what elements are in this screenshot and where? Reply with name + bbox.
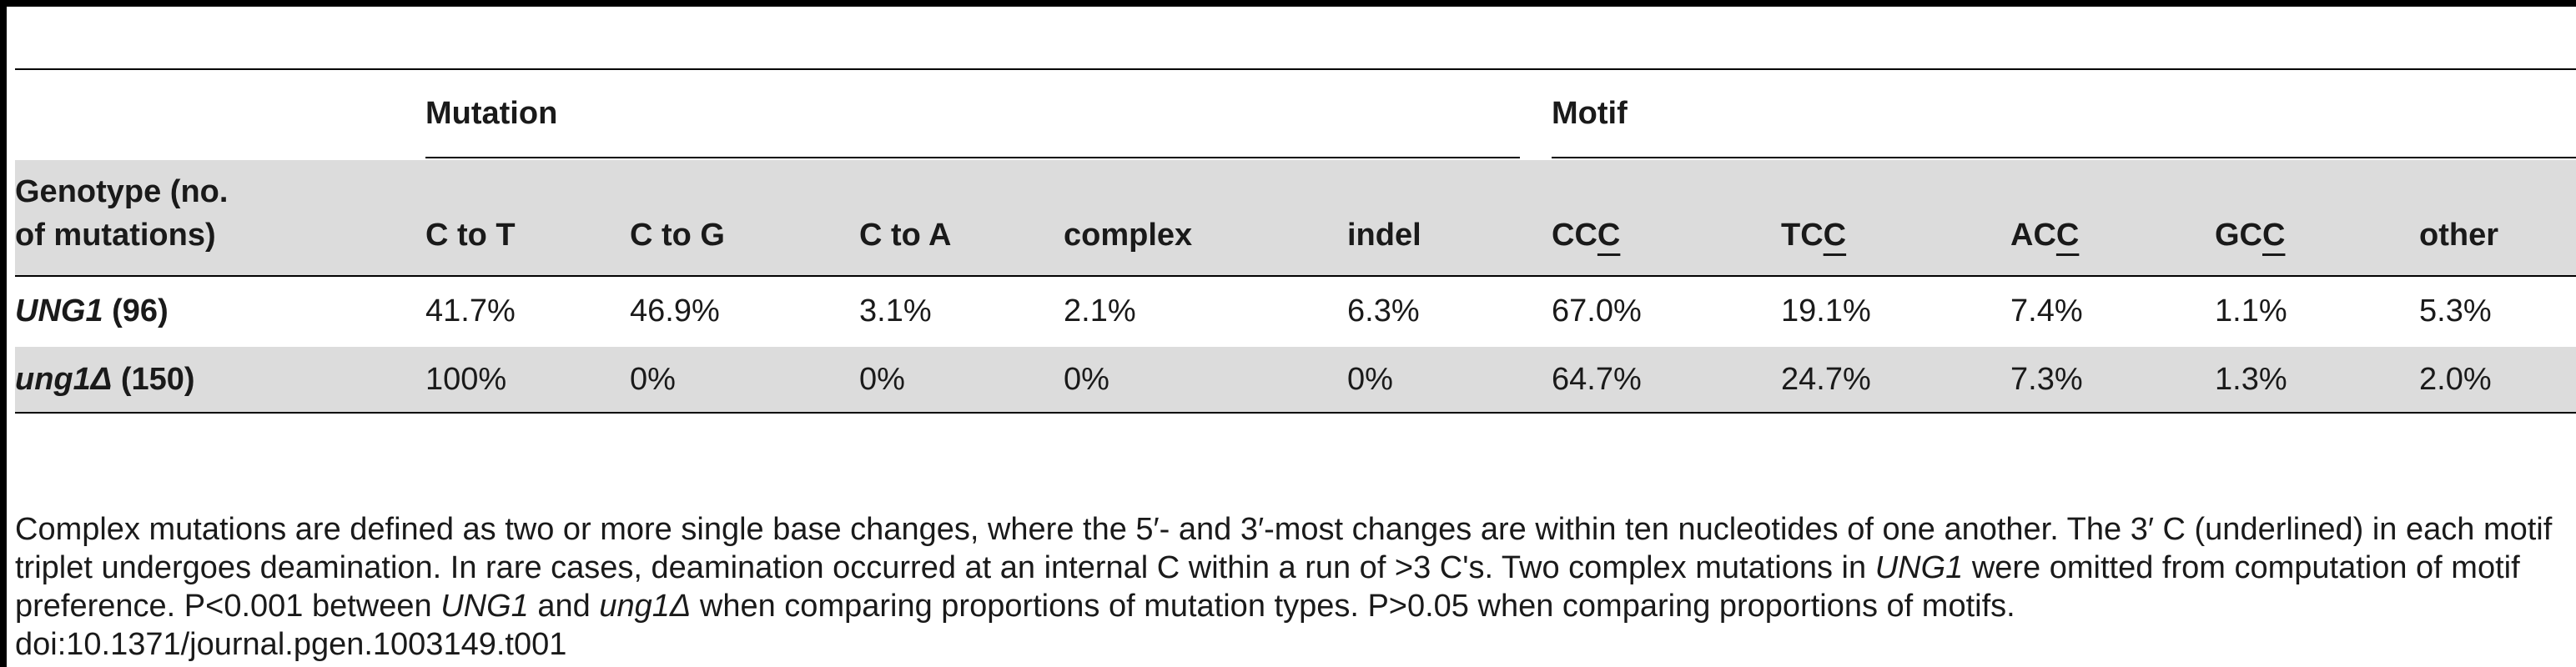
row-2-genotype: ung1Δ (150) — [15, 360, 195, 399]
top-border — [0, 0, 2576, 7]
footnote-text: were omitted from computation of motif p… — [15, 550, 2520, 624]
motif-prefix: AC — [2010, 218, 2056, 253]
table-cell: 24.7% — [1781, 362, 1871, 397]
row-2-bg — [15, 347, 2576, 412]
header-row-bg — [15, 160, 2576, 275]
table-cell: 0% — [630, 362, 676, 397]
motif-deaminated-c: C — [2262, 218, 2286, 253]
motif-prefix: CC — [1552, 218, 1597, 253]
footnote-text: when comparing proportions of mutation t… — [699, 589, 2015, 624]
table-cell: 3.1% — [859, 293, 932, 328]
motif-group-rule — [1552, 157, 2576, 158]
table-cell: 67.0% — [1552, 293, 1642, 328]
column-header-c-to-g: C to G — [630, 218, 725, 253]
column-header-other: other — [2419, 218, 2498, 253]
mutation-count: (150) — [120, 362, 195, 397]
table-cell: 0% — [1347, 362, 1393, 397]
column-header-gcc: GCC — [2215, 216, 2285, 254]
column-header-indel: indel — [1347, 218, 1421, 253]
table-footnote: Complex mutations are defined as two or … — [15, 510, 2559, 625]
table-cell: 1.3% — [2215, 362, 2287, 397]
group-header-mutation: Mutation — [425, 96, 558, 131]
header-bottom-rule — [15, 275, 2576, 277]
table-cell: 41.7% — [425, 293, 516, 328]
motif-prefix: TC — [1781, 218, 1824, 253]
genotype-header-line-1: Genotype (no. — [15, 174, 229, 209]
doi-link[interactable]: doi:10.1371/journal.pgen.1003149.t001 — [15, 627, 567, 662]
footnote-text: Complex mutations are defined as two or … — [15, 512, 2553, 585]
footnote-gene: ung1Δ — [599, 589, 692, 624]
table-cell: 0% — [1064, 362, 1109, 397]
table-bottom-rule — [15, 412, 2576, 414]
genotype-name: ung1Δ — [15, 362, 113, 397]
table-cell: 64.7% — [1552, 362, 1642, 397]
row-1-genotype: UNG1 (96) — [15, 292, 169, 330]
table-cell: 2.1% — [1064, 293, 1136, 328]
left-border — [0, 0, 7, 667]
column-header-acc: ACC — [2010, 216, 2079, 254]
table-cell: 19.1% — [1781, 293, 1871, 328]
table-cell: 0% — [859, 362, 905, 397]
column-header-c-to-t: C to T — [425, 218, 516, 253]
genotype-header-line-2: of mutations) — [15, 218, 216, 253]
table-cell: 2.0% — [2419, 362, 2492, 397]
table-cell: 7.4% — [2010, 293, 2083, 328]
column-header-c-to-a: C to A — [859, 218, 952, 253]
table-top-rule — [15, 68, 2576, 70]
footnote-gene: UNG1 — [1874, 550, 1964, 585]
genotype-name: UNG1 — [15, 293, 103, 328]
footnote-gene: UNG1 — [440, 589, 529, 624]
table-cell: 6.3% — [1347, 293, 1420, 328]
motif-deaminated-c: C — [1597, 218, 1621, 253]
table-cell: 7.3% — [2010, 362, 2083, 397]
motif-deaminated-c: C — [2055, 218, 2080, 253]
column-header-ccc: CCC — [1552, 216, 1620, 254]
motif-prefix: GC — [2215, 218, 2262, 253]
table-cell: 46.9% — [630, 293, 720, 328]
column-header-complex: complex — [1064, 218, 1193, 253]
footnote-text: and — [537, 589, 591, 624]
mutation-group-rule — [425, 157, 1520, 158]
table-cell: 1.1% — [2215, 293, 2287, 328]
motif-deaminated-c: C — [1823, 218, 1847, 253]
column-header-tcc: TCC — [1781, 216, 1846, 254]
table-cell: 100% — [425, 362, 507, 397]
group-header-motif: Motif — [1552, 96, 1628, 131]
table-cell: 5.3% — [2419, 293, 2492, 328]
mutation-count: (96) — [112, 293, 169, 328]
